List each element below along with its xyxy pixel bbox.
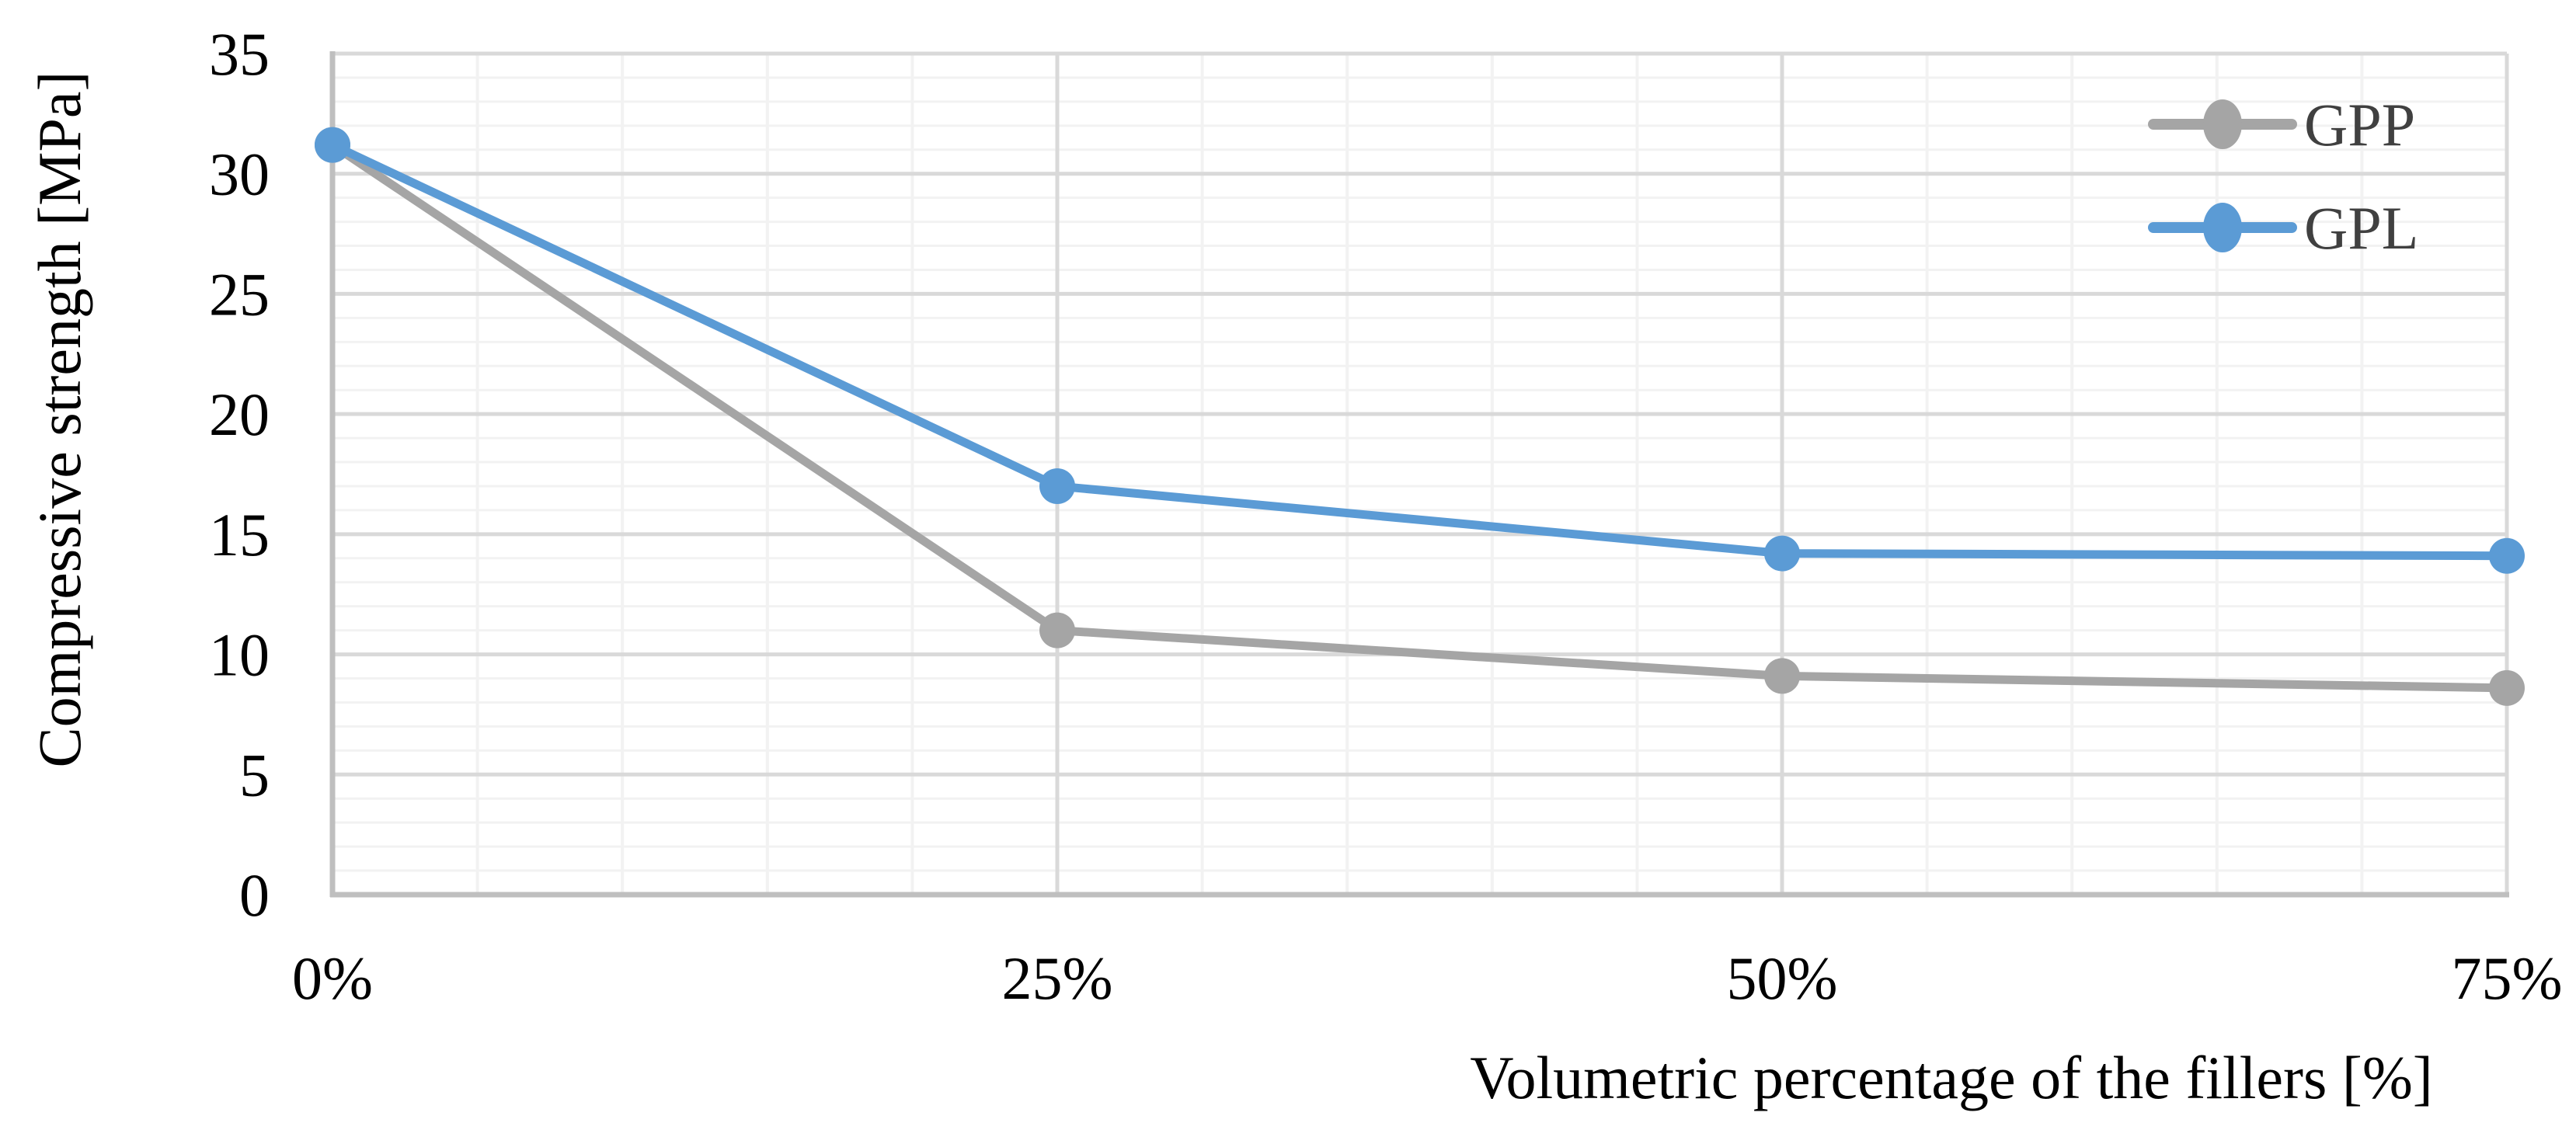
x-tick-label: 25%: [1002, 944, 1113, 1012]
x-tick-label: 75%: [2452, 944, 2563, 1012]
y-tick-label: 35: [209, 20, 270, 88]
data-point-gpl-25%: [1039, 468, 1075, 504]
data-point-gpl-50%: [1764, 535, 1800, 572]
y-tick-label: 15: [209, 501, 270, 568]
y-tick-label: 0: [239, 861, 270, 929]
data-point-gpl-75%: [2489, 537, 2525, 574]
tick-labels: 0 5 10 15 20 25 30 35 0% 25% 50% 75%: [209, 20, 2562, 1012]
x-tick-label: 50%: [1727, 944, 1838, 1012]
legend-item-gpl: GPL: [2148, 194, 2418, 262]
legend-circle-marker-gpp-icon: [2203, 99, 2242, 149]
x-axis-title: Volumetric percentage of the fillers [%]: [1470, 1044, 2433, 1111]
series-line-gpp: [328, 141, 2512, 693]
x-tick-label: 0%: [292, 944, 373, 1012]
series-line-gpl: [328, 141, 2512, 561]
y-tick-label: 20: [209, 381, 270, 448]
y-tick-label: 25: [209, 260, 270, 328]
legend-label-gpp: GPP: [2304, 91, 2415, 158]
legend-circle-marker-gpl-icon: [2203, 203, 2242, 252]
series-gpl: [315, 127, 2525, 574]
y-tick-label: 30: [209, 141, 270, 208]
gridlines-major: [332, 51, 2509, 895]
data-point-gpp-75%: [2489, 669, 2525, 706]
y-tick-label: 5: [239, 741, 270, 808]
data-point-gpl-0%: [315, 127, 350, 163]
y-tick-label: 10: [209, 621, 270, 689]
legend-item-gpp: GPP: [2148, 91, 2415, 158]
series-gpp: [315, 127, 2525, 706]
gridlines-minor: [332, 54, 2507, 895]
legend-label-gpl: GPL: [2304, 194, 2418, 262]
data-point-gpp-50%: [1764, 658, 1800, 694]
data-point-gpp-25%: [1039, 612, 1075, 648]
data-series: [315, 127, 2525, 706]
axis-lines: [329, 51, 2509, 898]
legend: GPP GPL: [2148, 91, 2418, 262]
y-axis-title: Compressive strength [MPa]: [26, 71, 93, 768]
